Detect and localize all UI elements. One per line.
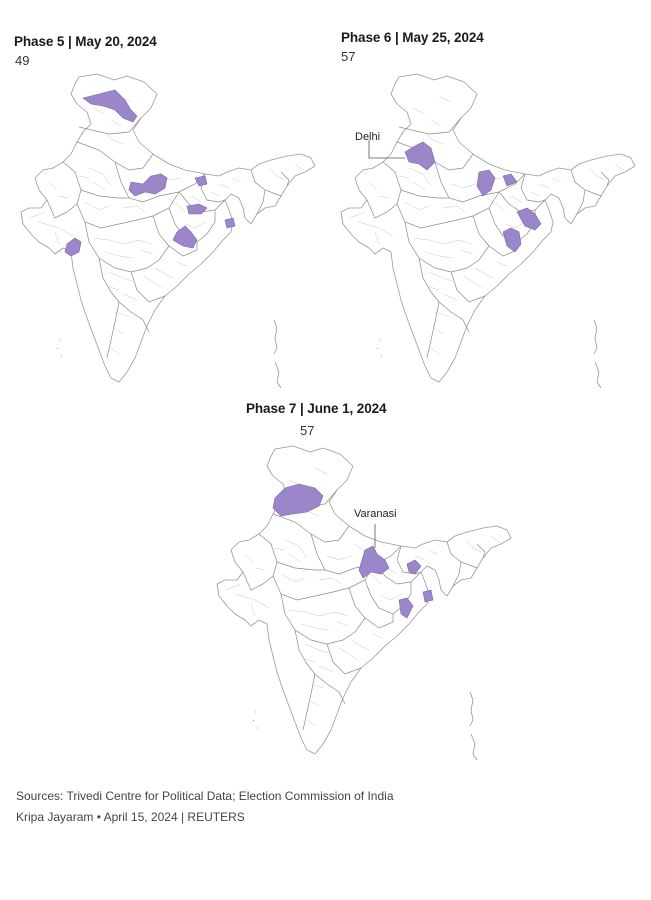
highlight-region xyxy=(82,89,138,123)
phase-title: Phase 6 | May 25, 2024 xyxy=(341,30,484,45)
india-map xyxy=(334,72,644,392)
credit-line: Kripa Jayaram • April 15, 2024 | REUTERS xyxy=(16,810,245,824)
highlight-region xyxy=(186,203,208,215)
phase-title: Phase 7 | June 1, 2024 xyxy=(246,401,387,416)
highlight-region xyxy=(64,237,82,257)
sources-note: Sources: Trivedi Centre for Political Da… xyxy=(16,789,394,803)
seat-count: 57 xyxy=(300,423,315,438)
highlight-region xyxy=(194,175,208,187)
callout-label: Varanasi xyxy=(354,508,397,520)
highlight-region xyxy=(516,207,542,231)
highlight-region xyxy=(476,169,496,197)
highlight-region xyxy=(172,225,198,249)
phase-title: Phase 5 | May 20, 2024 xyxy=(14,34,157,49)
india-map xyxy=(14,72,324,392)
seat-count: 57 xyxy=(341,49,356,64)
highlight-region xyxy=(224,217,236,229)
highlight-region xyxy=(358,545,390,579)
highlight-region xyxy=(502,227,522,253)
india-map xyxy=(210,444,520,764)
seat-count: 49 xyxy=(15,53,30,68)
highlight-region xyxy=(404,141,436,171)
callout-label: Delhi xyxy=(355,131,381,143)
highlight-region xyxy=(398,597,414,619)
highlight-region xyxy=(128,173,168,197)
highlight-region xyxy=(272,483,324,517)
highlight-region xyxy=(406,559,422,575)
highlight-region xyxy=(502,173,518,187)
highlight-region xyxy=(422,589,434,603)
